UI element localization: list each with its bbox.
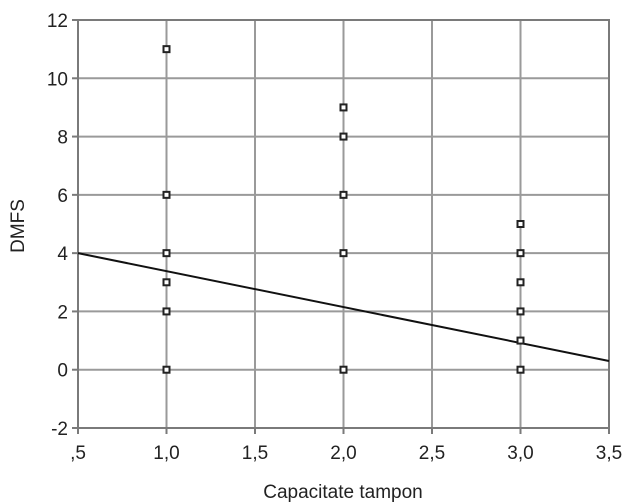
y-tick-label: 6 [57,186,68,207]
x-tick-label: 1,5 [242,443,268,464]
data-point [162,249,171,258]
data-point [516,336,525,345]
data-point [339,249,348,258]
y-tick-label: 8 [57,128,68,149]
data-point [162,190,171,199]
data-point [516,307,525,316]
data-point [339,190,348,199]
data-point [162,278,171,287]
y-tick-label: 0 [57,361,68,382]
x-tick-label: 2,5 [419,443,445,464]
x-tick-label: 1,0 [153,443,179,464]
data-point [516,249,525,258]
x-tick-label: 3,0 [507,443,533,464]
x-tick-label: 3,5 [596,443,622,464]
data-point [162,45,171,54]
y-tick-label: -2 [51,419,68,440]
y-axis-label: DMFS [8,199,29,253]
data-point [516,278,525,287]
data-point [162,307,171,316]
data-point [339,365,348,374]
y-tick-label: 12 [47,11,68,32]
y-tick-label: 2 [57,302,68,323]
data-point [339,103,348,112]
data-point [162,365,171,374]
y-tick-labels: -2 0 2 4 6 8 10 12 [47,11,69,440]
y-tick-label: 4 [57,244,68,265]
x-tick-labels: ,5 1,0 1,5 2,0 2,5 3,0 3,5 [70,443,622,464]
x-tick-label: ,5 [70,443,86,464]
x-tick-label: 2,0 [330,443,356,464]
x-axis-label: Capacitate tampon [263,482,423,503]
data-point [516,365,525,374]
data-points [162,45,525,374]
data-point [339,132,348,141]
data-point [516,220,525,228]
y-tick-label: 10 [47,69,68,90]
